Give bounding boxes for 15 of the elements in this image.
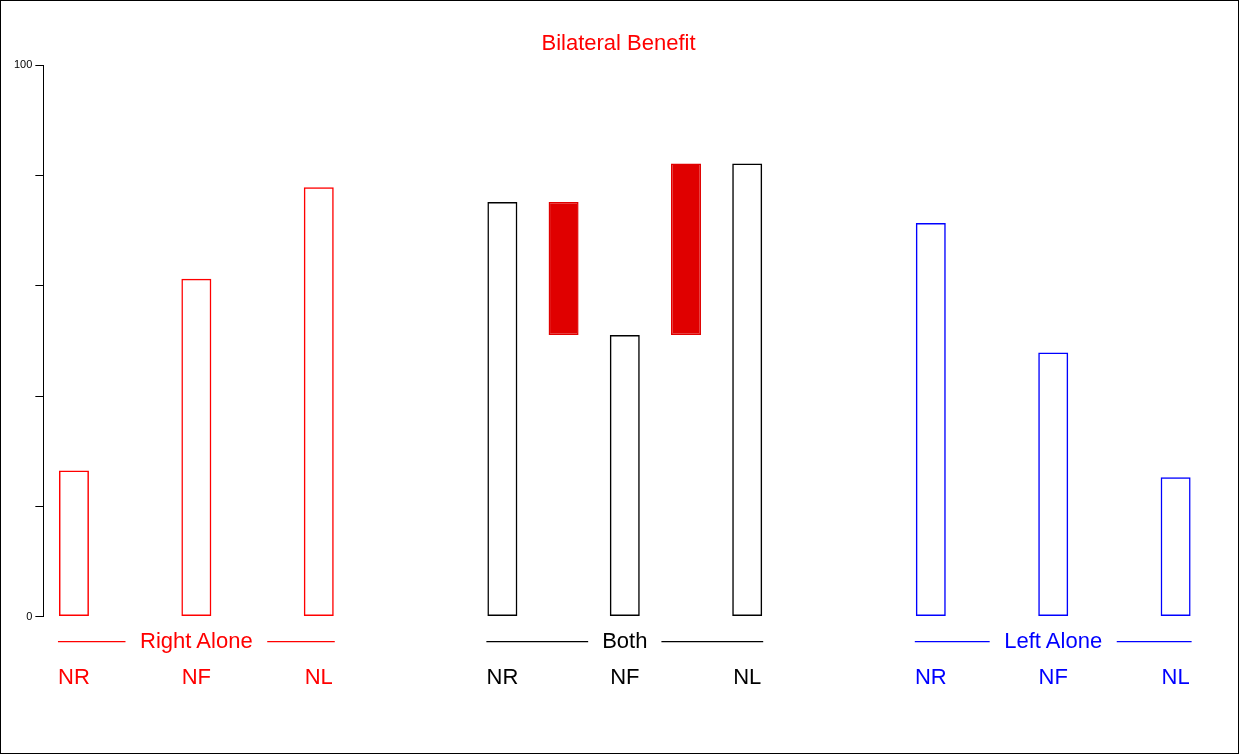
y-tick-label: 100 bbox=[13, 58, 33, 71]
chart-title: Bilateral Benefit bbox=[541, 30, 696, 56]
x-tick-label: NL bbox=[733, 663, 762, 689]
x-tick-label: NR bbox=[914, 663, 947, 689]
y-tick-label: 0 bbox=[26, 609, 33, 622]
x-tick-label: NR bbox=[486, 663, 519, 689]
text: Right Alone bbox=[140, 627, 253, 653]
x-tick-label: NF bbox=[610, 663, 640, 689]
x-tick-label: NL bbox=[1161, 663, 1190, 689]
x-tick-label: NF bbox=[181, 663, 212, 689]
text: Left Alone bbox=[1004, 627, 1103, 653]
x-tick-label: NL bbox=[304, 663, 333, 689]
text: Both bbox=[602, 627, 648, 653]
x-tick-label: NF bbox=[1038, 663, 1068, 689]
x-tick-label: NR bbox=[58, 663, 90, 689]
